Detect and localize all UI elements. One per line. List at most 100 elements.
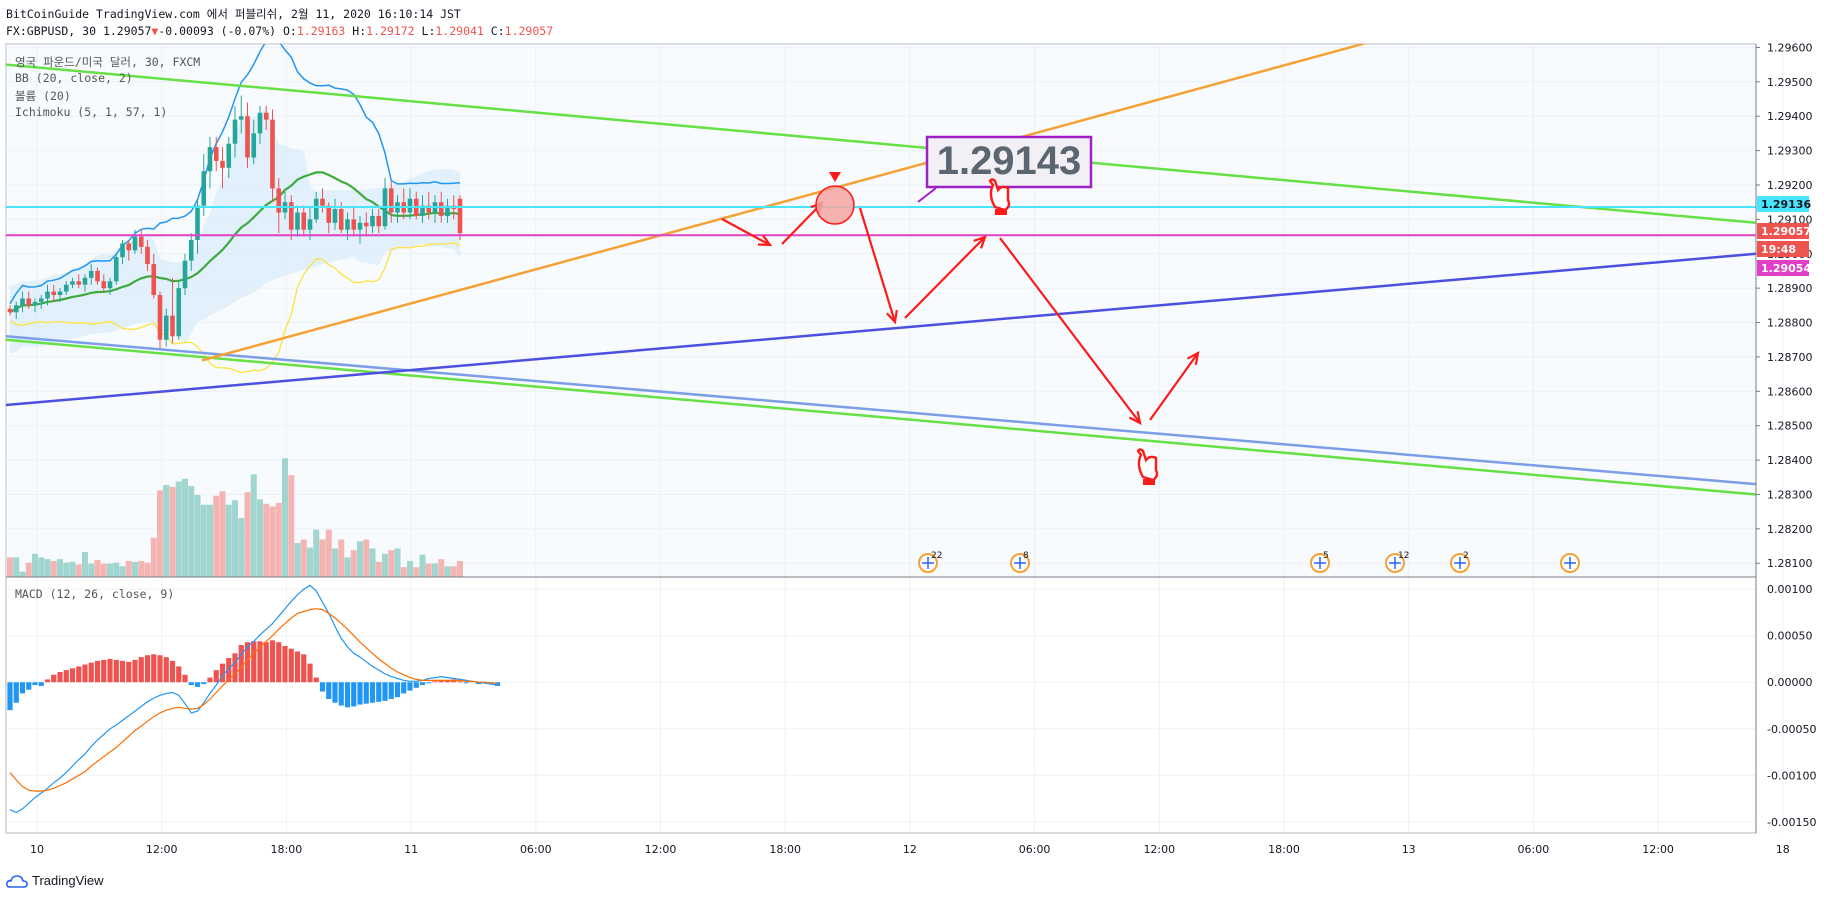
hand-pointer-icon xyxy=(988,178,1011,212)
time-axis[interactable]: 10 12:00 18:00 11 06:00 12:00 18:00 12 06:00 12:0… xyxy=(30,843,1790,856)
macd-histogram-bar xyxy=(157,655,163,683)
legend-bb: BB (20, close, 2) xyxy=(15,71,133,85)
low-label: L: xyxy=(421,24,436,38)
price-axis[interactable]: 1.29600 1.29500 1.29400 1.29300 1.29200 1.291… xyxy=(1756,41,1816,829)
macd-histogram-bar xyxy=(426,682,432,684)
volume-bar xyxy=(457,560,463,577)
tradingview-logo[interactable]: TradingView xyxy=(6,873,104,888)
candle-body xyxy=(138,236,144,247)
macd-histogram-bar xyxy=(119,660,126,683)
candle-body xyxy=(376,215,382,227)
macd-tick-label: -0.00100 xyxy=(1767,769,1816,782)
candle-body xyxy=(313,198,319,220)
macd-histogram-bar xyxy=(351,682,357,707)
volume-bar xyxy=(325,529,332,577)
event-count: 12 xyxy=(1398,551,1409,561)
symbol-label: FX:GBPUSD, 30 xyxy=(6,24,97,38)
macd-histogram-bar xyxy=(69,668,76,683)
orange-trendline xyxy=(201,44,1368,362)
candle-body xyxy=(95,270,100,282)
volume-bar xyxy=(182,478,188,577)
volume-bar xyxy=(307,547,313,577)
blue-trendline xyxy=(6,252,1756,407)
macd-histogram-bar xyxy=(432,681,438,683)
volume-bar xyxy=(269,506,276,577)
candle-body xyxy=(320,198,325,206)
candle-body xyxy=(407,198,413,213)
volume-bar xyxy=(250,474,257,577)
candle-body xyxy=(132,236,138,251)
open-label: O: xyxy=(283,24,297,38)
arrowhead-3 xyxy=(886,309,898,325)
x-tick-label: 06:00 xyxy=(1019,843,1051,856)
candle-body xyxy=(276,188,282,213)
candle-body xyxy=(182,260,188,289)
candle-body xyxy=(357,222,363,230)
bb-upper xyxy=(9,44,461,304)
x-tick-label: 18:00 xyxy=(769,843,801,856)
candle-body xyxy=(438,202,444,216)
candle-body xyxy=(388,188,394,213)
arrowhead-6 xyxy=(1186,350,1200,366)
macd-tick-label: 0.00100 xyxy=(1767,583,1813,596)
volume-bar xyxy=(363,539,370,577)
y-tick-label: 1.28900 xyxy=(1767,282,1813,295)
macd-histogram-bar xyxy=(38,682,44,686)
candle-body xyxy=(345,219,350,230)
macd-histogram-bar xyxy=(376,682,382,702)
volume-bar xyxy=(400,567,407,577)
candle-body xyxy=(38,298,44,302)
macd-tick-label: -0.00050 xyxy=(1767,723,1816,736)
candle-body xyxy=(88,270,94,278)
macd-histogram-bar xyxy=(344,682,351,708)
macd-histogram-bar xyxy=(413,682,419,688)
y-tick-label: 1.28300 xyxy=(1767,488,1813,501)
volume-bar xyxy=(357,541,363,577)
macd-histogram-bar xyxy=(232,653,238,683)
drawings xyxy=(6,44,1756,496)
high-value: 1.29172 xyxy=(366,24,415,38)
candle-body xyxy=(445,205,450,216)
candle-body xyxy=(113,257,119,282)
x-tick-label: 06:00 xyxy=(1518,843,1550,856)
volume-bar xyxy=(338,539,345,577)
y-tick-label: 1.29400 xyxy=(1767,110,1813,123)
macd-histogram-bar xyxy=(7,682,13,711)
arrow-2 xyxy=(781,202,823,245)
macd-histogram-bar xyxy=(201,682,207,685)
legend-ichimoku: Ichimoku (5, 1, 57, 1) xyxy=(15,105,168,119)
green-trendline-lower xyxy=(6,338,1756,496)
macd-tick-label: 0.00050 xyxy=(1767,630,1813,643)
candle-body xyxy=(420,205,425,216)
candle-body xyxy=(238,116,244,120)
candle-body xyxy=(245,116,250,158)
price-tag-label: 1.29054 xyxy=(1761,262,1811,275)
volume-bar xyxy=(388,550,395,577)
y-tick-label: 1.29600 xyxy=(1767,41,1813,54)
volume-bar xyxy=(263,503,270,577)
x-tick-label: 12:00 xyxy=(146,843,178,856)
macd-histogram-bar xyxy=(319,682,326,692)
publish-header: BitCoinGuide TradingView.com 에서 퍼블리쉬, 2월… xyxy=(6,7,461,21)
volume-bar xyxy=(157,490,163,577)
candle-body xyxy=(163,315,169,340)
candle-body xyxy=(207,147,213,172)
down-marker-icon xyxy=(829,172,841,182)
macd-histogram-bar xyxy=(226,658,232,683)
cloud-icon xyxy=(6,874,28,888)
macd-histogram-bar xyxy=(244,642,251,683)
open-value: 1.29163 xyxy=(296,24,346,38)
x-tick-label: 13 xyxy=(1402,843,1416,856)
volume-bar xyxy=(169,486,176,577)
macd-histogram-bar xyxy=(26,682,32,690)
volume-bar xyxy=(394,548,401,577)
volume-bar xyxy=(282,458,288,577)
ichimoku-cloud xyxy=(6,44,1756,577)
macd-histogram-bar xyxy=(219,663,226,683)
volume-bar xyxy=(450,566,457,577)
flag-glyph xyxy=(1564,557,1576,569)
volume-bar xyxy=(425,563,432,577)
x-tick-label: 18:00 xyxy=(1268,843,1300,856)
candle-body xyxy=(145,246,150,265)
